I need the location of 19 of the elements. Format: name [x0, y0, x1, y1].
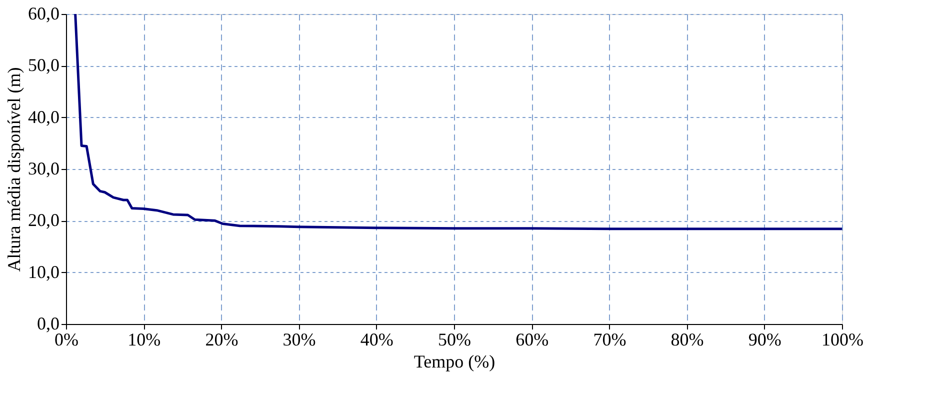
- y-tick-label: 60,0: [28, 4, 60, 24]
- x-tick-label: 50%: [438, 330, 471, 350]
- x-tick-label: 20%: [205, 330, 238, 350]
- x-tick-label: 100%: [822, 330, 864, 350]
- line-series: [74, 14, 842, 230]
- x-tick-label: 60%: [516, 330, 549, 350]
- x-tick-label: 90%: [748, 330, 782, 350]
- x-tick-label: 10%: [128, 330, 161, 350]
- y-tick-label: 10,0: [28, 262, 60, 282]
- y-tick-label: 50,0: [28, 55, 60, 76]
- x-tick-label: 80%: [670, 330, 704, 350]
- x-tick-label: 30%: [282, 330, 316, 350]
- y-tick-label: 30,0: [28, 158, 60, 178]
- x-tick-label: 70%: [593, 330, 626, 350]
- y-axis-title: Altura média disponível (m): [4, 67, 24, 272]
- x-tick-label: 40%: [360, 330, 394, 350]
- y-tick-label: 20,0: [28, 210, 60, 230]
- y-tick-label: 40,0: [28, 106, 60, 127]
- x-axis-title: Tempo (%): [414, 352, 496, 372]
